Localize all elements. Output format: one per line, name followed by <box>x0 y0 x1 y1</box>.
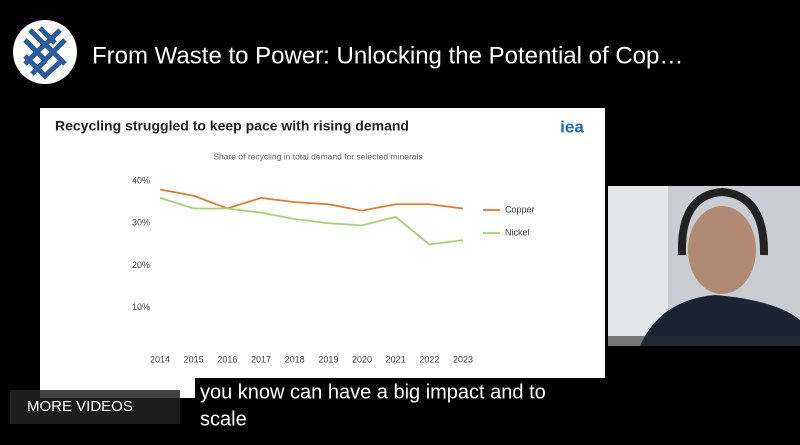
x-tick-label: 2020 <box>352 354 372 364</box>
headphones <box>677 187 769 256</box>
channel-logo[interactable] <box>13 20 77 84</box>
chart-title: Share of recycling in total demand for s… <box>213 151 422 161</box>
video-title[interactable]: From Waste to Power: Unlocking the Poten… <box>92 42 683 69</box>
name-strip <box>608 336 800 346</box>
person-body <box>640 295 800 346</box>
x-tick-label: 2016 <box>217 354 237 364</box>
x-tick-label: 2022 <box>419 354 439 364</box>
x-tick-label: 2021 <box>386 354 406 364</box>
series-line <box>159 197 464 246</box>
logo-circle <box>13 20 77 84</box>
y-tick-label: 20% <box>132 260 150 270</box>
slide-title: Recycling struggled to keep pace with ri… <box>55 118 409 134</box>
legend-label: Nickel <box>505 227 530 237</box>
y-tick-label: 30% <box>132 218 150 228</box>
person-face <box>688 206 756 294</box>
more-videos-button[interactable] <box>10 390 180 424</box>
webcam <box>608 186 800 346</box>
logo-pattern <box>23 26 67 80</box>
y-tick-label: 10% <box>132 302 150 312</box>
legend-label: Copper <box>505 204 535 214</box>
chart: 10% 20% 30% 40% 2014 2015 2016 2017 2018 2019 2020… <box>132 175 535 364</box>
caption-line: scale <box>200 408 247 430</box>
iea-logo: iea <box>560 117 584 136</box>
slide <box>40 108 605 398</box>
caption-box <box>195 378 607 435</box>
x-tick-label: 2023 <box>453 354 473 364</box>
more-videos-label[interactable]: MORE VIDEOS <box>27 398 133 415</box>
x-tick-label: 2014 <box>150 354 170 364</box>
series-line <box>159 188 464 212</box>
y-tick-label: 40% <box>132 175 150 185</box>
x-tick-label: 2019 <box>318 354 338 364</box>
x-tick-label: 2017 <box>251 354 271 364</box>
x-tick-label: 2018 <box>285 354 305 364</box>
caption-line: you know can have a big impact and to <box>200 381 546 403</box>
x-tick-label: 2015 <box>184 354 204 364</box>
